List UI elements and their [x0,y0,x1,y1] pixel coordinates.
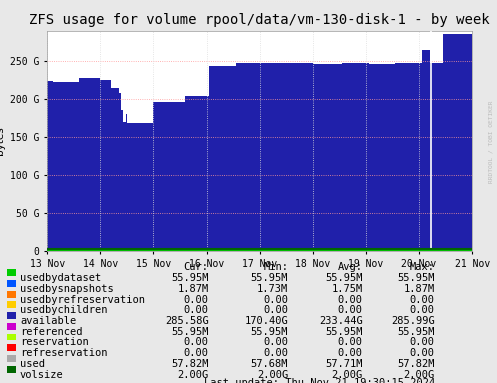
Text: 285.58G: 285.58G [165,316,209,326]
Text: 0.00: 0.00 [410,348,435,358]
Text: 2.00G: 2.00G [177,370,209,380]
Text: 0.00: 0.00 [338,305,363,315]
Text: available: available [20,316,76,326]
Text: used: used [20,359,45,369]
Text: usedbyrefreservation: usedbyrefreservation [20,295,145,304]
Text: 55.95M: 55.95M [251,273,288,283]
Text: 0.00: 0.00 [338,295,363,304]
Text: Cur:: Cur: [184,262,209,272]
Text: 0.00: 0.00 [410,305,435,315]
Text: 1.75M: 1.75M [331,284,363,294]
Text: Max:: Max: [410,262,435,272]
Text: 0.00: 0.00 [263,348,288,358]
Text: 1.87M: 1.87M [404,284,435,294]
Text: 0.00: 0.00 [263,295,288,304]
Text: 0.00: 0.00 [184,305,209,315]
Text: 0.00: 0.00 [263,337,288,347]
Text: 57.68M: 57.68M [251,359,288,369]
Text: 55.95M: 55.95M [398,327,435,337]
Text: reservation: reservation [20,337,88,347]
Text: 57.82M: 57.82M [398,359,435,369]
Text: 1.87M: 1.87M [177,284,209,294]
Text: 0.00: 0.00 [410,337,435,347]
Text: 55.95M: 55.95M [171,273,209,283]
Text: volsize: volsize [20,370,64,380]
Text: Last update: Thu Nov 21 19:30:15 2024: Last update: Thu Nov 21 19:30:15 2024 [204,378,435,383]
Text: usedbychildren: usedbychildren [20,305,107,315]
Text: 2.00G: 2.00G [404,370,435,380]
Text: 0.00: 0.00 [410,295,435,304]
Text: 2.00G: 2.00G [331,370,363,380]
Text: 170.40G: 170.40G [245,316,288,326]
Text: refreservation: refreservation [20,348,107,358]
Text: 0.00: 0.00 [338,337,363,347]
Text: referenced: referenced [20,327,83,337]
Text: 55.95M: 55.95M [326,327,363,337]
Text: 0.00: 0.00 [338,348,363,358]
Text: usedbysnapshots: usedbysnapshots [20,284,114,294]
Text: 233.44G: 233.44G [319,316,363,326]
Text: 57.82M: 57.82M [171,359,209,369]
Text: usedbydataset: usedbydataset [20,273,101,283]
Text: 0.00: 0.00 [184,348,209,358]
Text: 57.71M: 57.71M [326,359,363,369]
Text: 0.00: 0.00 [184,295,209,304]
Text: 55.95M: 55.95M [398,273,435,283]
Text: RRDTOOL / TOBI OETIKER: RRDTOOL / TOBI OETIKER [489,100,494,183]
Title: ZFS usage for volume rpool/data/vm-130-disk-1 - by week: ZFS usage for volume rpool/data/vm-130-d… [29,13,490,27]
Text: 2.00G: 2.00G [257,370,288,380]
Text: 0.00: 0.00 [184,337,209,347]
Text: 55.95M: 55.95M [251,327,288,337]
Text: 55.95M: 55.95M [326,273,363,283]
Text: 55.95M: 55.95M [171,327,209,337]
Text: Avg:: Avg: [338,262,363,272]
Text: 0.00: 0.00 [263,305,288,315]
Text: 1.73M: 1.73M [257,284,288,294]
Text: 285.99G: 285.99G [391,316,435,326]
Text: Min:: Min: [263,262,288,272]
Y-axis label: bytes: bytes [0,126,4,155]
